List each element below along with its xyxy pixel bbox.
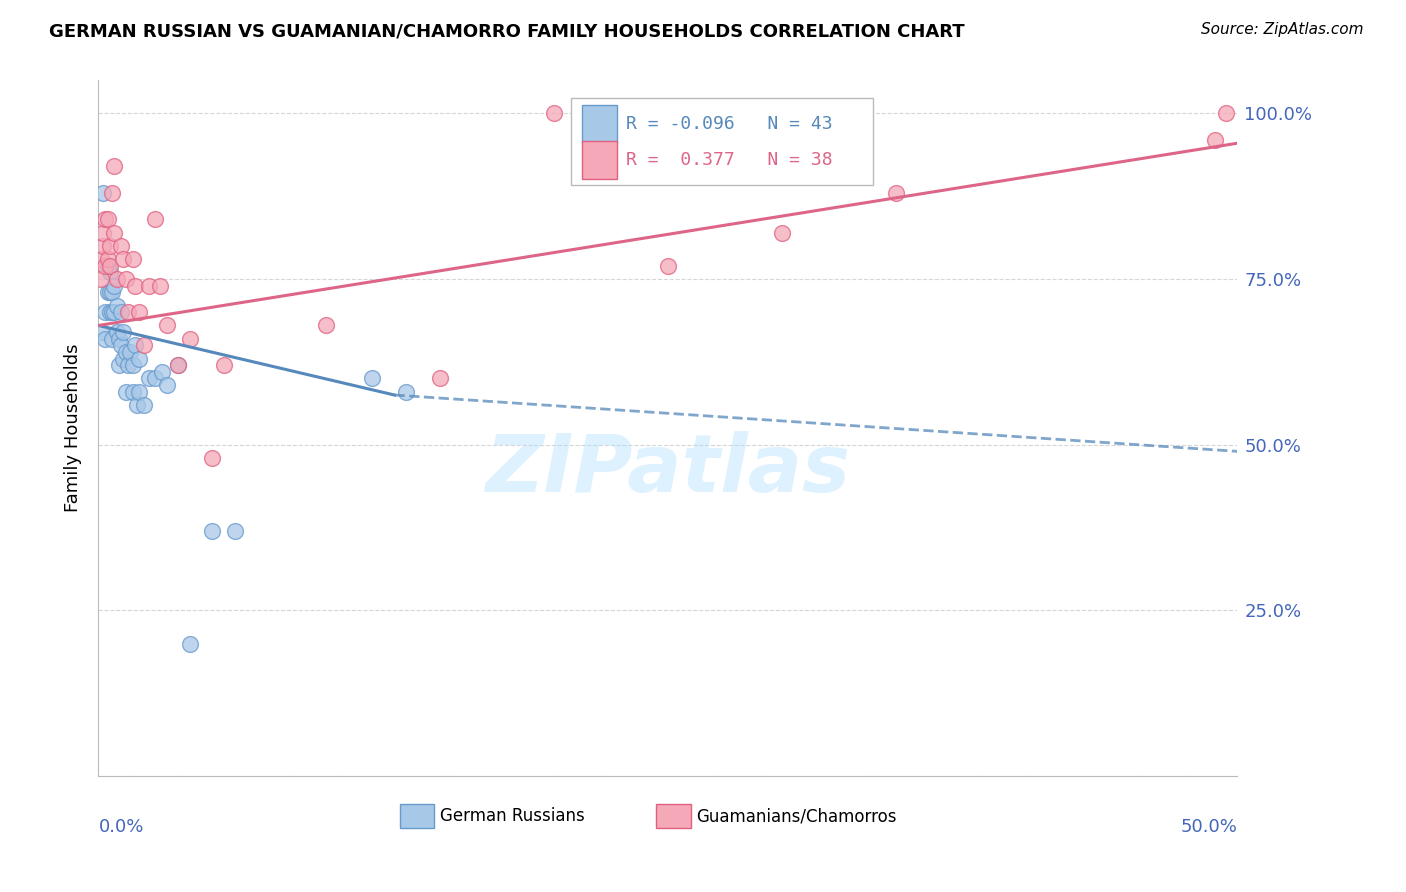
Point	[360, 371, 382, 385]
Point	[167, 358, 190, 372]
Point	[224, 524, 246, 538]
Point	[96, 212, 118, 227]
Point	[543, 106, 565, 120]
FancyBboxPatch shape	[401, 804, 434, 828]
FancyBboxPatch shape	[582, 141, 617, 179]
Point	[179, 332, 201, 346]
Point	[657, 259, 679, 273]
Point	[103, 278, 125, 293]
Point	[114, 384, 136, 399]
Point	[138, 278, 160, 293]
Text: R = -0.096   N = 43: R = -0.096 N = 43	[626, 115, 832, 133]
FancyBboxPatch shape	[571, 98, 873, 185]
Point	[108, 332, 131, 346]
Point	[121, 252, 143, 267]
Point	[98, 305, 121, 319]
Point	[94, 332, 117, 346]
Point	[395, 384, 418, 399]
Text: 0.0%: 0.0%	[98, 818, 143, 836]
Point	[1204, 133, 1226, 147]
Text: German Russians: German Russians	[440, 807, 585, 825]
Point	[127, 398, 149, 412]
Point	[315, 318, 337, 333]
Point	[105, 272, 128, 286]
Point	[884, 186, 907, 200]
Point	[132, 398, 155, 412]
Point	[167, 358, 190, 372]
Point	[112, 351, 135, 366]
Point	[94, 259, 117, 273]
Point	[128, 384, 150, 399]
Point	[112, 325, 135, 339]
Point	[124, 278, 146, 293]
Point	[96, 259, 118, 273]
Text: Guamanians/Chamorros: Guamanians/Chamorros	[696, 807, 897, 825]
Text: GERMAN RUSSIAN VS GUAMANIAN/CHAMORRO FAMILY HOUSEHOLDS CORRELATION CHART: GERMAN RUSSIAN VS GUAMANIAN/CHAMORRO FAM…	[49, 22, 965, 40]
Point	[114, 272, 136, 286]
Point	[201, 524, 224, 538]
Point	[90, 325, 112, 339]
Point	[1215, 106, 1237, 120]
Point	[103, 160, 125, 174]
Point	[101, 285, 124, 300]
Point	[103, 226, 125, 240]
Point	[96, 285, 118, 300]
Point	[138, 371, 160, 385]
Point	[101, 305, 124, 319]
Point	[105, 325, 128, 339]
Point	[121, 384, 143, 399]
Point	[112, 252, 135, 267]
Y-axis label: Family Households: Family Households	[65, 344, 83, 512]
Point	[132, 338, 155, 352]
Point	[103, 305, 125, 319]
Point	[98, 285, 121, 300]
Point	[121, 358, 143, 372]
Point	[120, 345, 142, 359]
Point	[145, 371, 167, 385]
Point	[156, 318, 179, 333]
Point	[98, 259, 121, 273]
Point	[91, 186, 114, 200]
Point	[117, 305, 139, 319]
Point	[105, 299, 128, 313]
Text: ZIPatlas: ZIPatlas	[485, 431, 851, 509]
FancyBboxPatch shape	[582, 105, 617, 144]
Point	[145, 212, 167, 227]
Point	[98, 265, 121, 279]
Point	[94, 212, 117, 227]
Point	[128, 351, 150, 366]
Point	[179, 636, 201, 650]
Point	[212, 358, 235, 372]
Point	[124, 338, 146, 352]
Point	[101, 332, 124, 346]
Point	[770, 226, 793, 240]
Point	[110, 305, 132, 319]
Point	[90, 272, 112, 286]
Point	[94, 305, 117, 319]
Point	[91, 226, 114, 240]
Point	[149, 278, 172, 293]
Point	[201, 450, 224, 465]
Point	[156, 378, 179, 392]
Point	[429, 371, 451, 385]
Point	[98, 239, 121, 253]
Point	[110, 338, 132, 352]
FancyBboxPatch shape	[657, 804, 690, 828]
Point	[128, 305, 150, 319]
Text: 50.0%: 50.0%	[1181, 818, 1237, 836]
Text: Source: ZipAtlas.com: Source: ZipAtlas.com	[1201, 22, 1364, 37]
Point	[91, 239, 114, 253]
Point	[101, 186, 124, 200]
Point	[96, 252, 118, 267]
Point	[117, 358, 139, 372]
Point	[150, 365, 173, 379]
Point	[110, 239, 132, 253]
Point	[90, 252, 112, 267]
Point	[108, 358, 131, 372]
Point	[114, 345, 136, 359]
Text: R =  0.377   N = 38: R = 0.377 N = 38	[626, 152, 832, 169]
